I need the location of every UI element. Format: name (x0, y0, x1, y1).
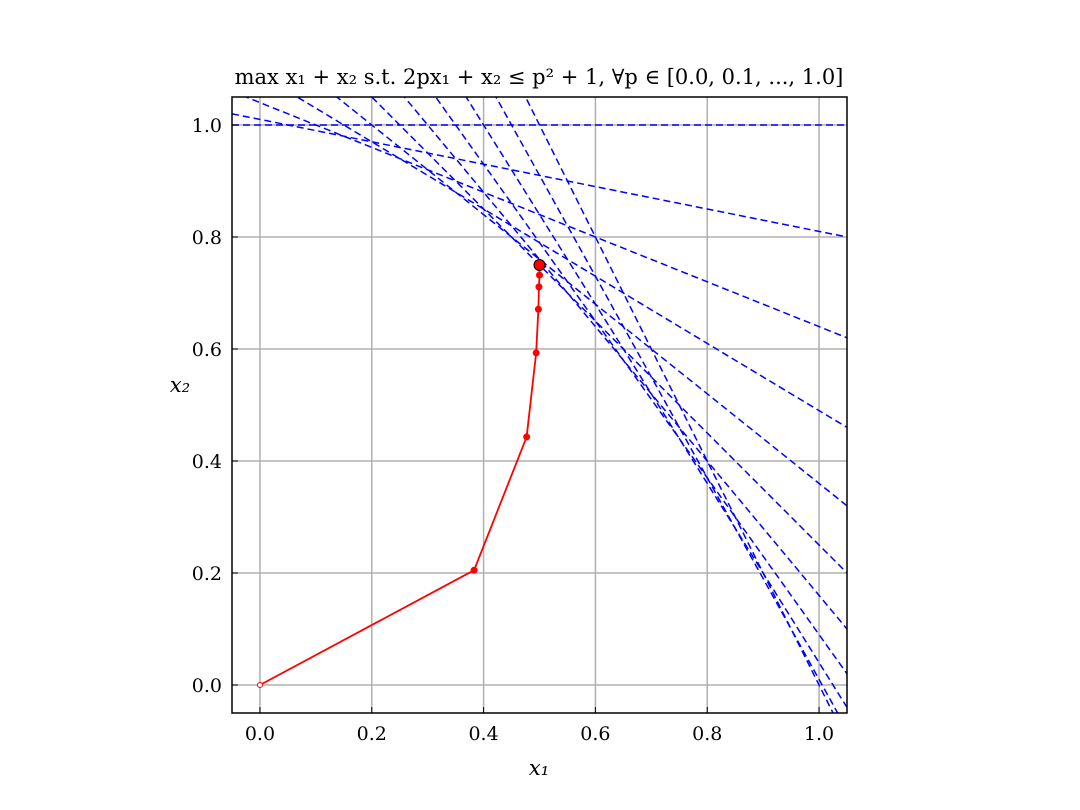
chart-title: max x₁ + x₂ s.t. 2px₁ + x₂ ≤ p² + 1, ∀p … (235, 65, 844, 89)
plot-frame (231, 96, 848, 714)
x-tick-label: 0.4 (468, 723, 498, 745)
x-axis-label: x₁ (529, 756, 549, 780)
y-tick-label: 1.0 (192, 115, 222, 137)
y-tick-label: 0.6 (192, 339, 222, 361)
path-point (535, 283, 543, 291)
iterate-path (256, 259, 546, 688)
x-tick-label: 0.0 (245, 723, 275, 745)
grid (232, 97, 847, 713)
x-tick-label: 1.0 (804, 723, 834, 745)
y-axis-label: x₂ (170, 373, 190, 397)
constraint-line (524, 97, 834, 713)
path-point (470, 566, 478, 574)
constraint-line (243, 97, 847, 339)
x-tick-label: 0.8 (692, 723, 722, 745)
path-point (532, 349, 540, 357)
constraint-lines (232, 97, 847, 713)
path-point (523, 433, 531, 441)
y-tick-label: 0.4 (192, 451, 222, 473)
constraint-line (495, 97, 839, 713)
y-tick-label: 0.8 (192, 227, 222, 249)
x-tick-label: 0.2 (357, 723, 387, 745)
constraint-line (403, 97, 847, 630)
final-point (533, 259, 546, 271)
x-tick-label: 0.6 (580, 723, 610, 745)
path-line (259, 265, 541, 686)
path-point (534, 305, 542, 313)
constraint-line (434, 97, 847, 675)
ticks: 0.0 0.2 0.4 0.6 0.8 1.0 0.0 0.2 0.4 0.6 0.8 1.0 (192, 115, 834, 745)
y-tick-label: 0.0 (192, 675, 222, 697)
y-tick-label: 0.2 (192, 563, 222, 585)
path-point (256, 682, 263, 688)
path-point (536, 271, 543, 279)
constraint-line (465, 97, 847, 708)
